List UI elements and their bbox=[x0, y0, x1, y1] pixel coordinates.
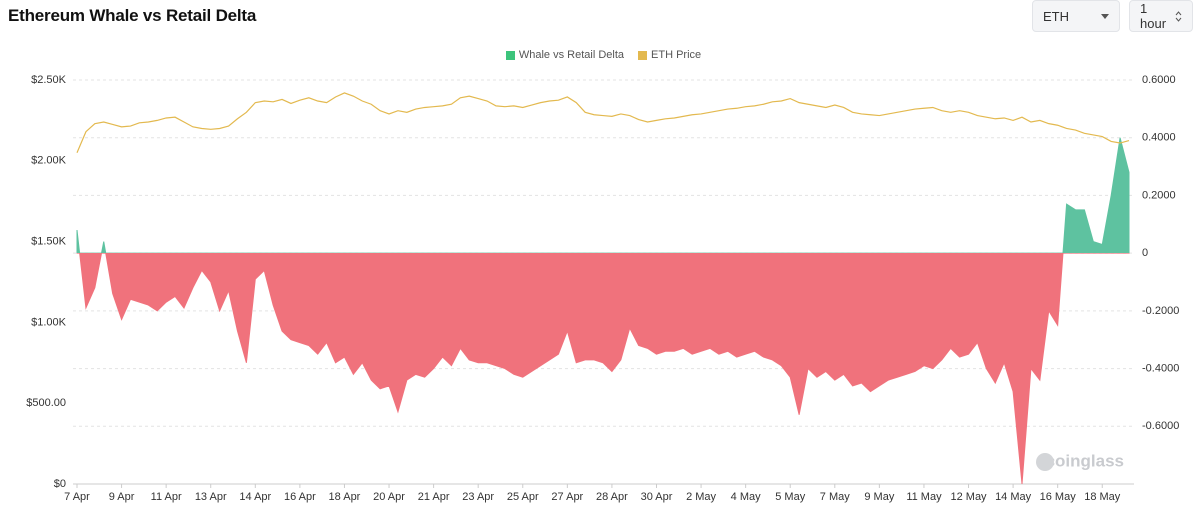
x-tick-label: 11 Apr bbox=[151, 491, 182, 503]
x-tick-label: 27 Apr bbox=[551, 491, 583, 503]
y-tick-label: $1.00K bbox=[31, 316, 67, 328]
y2-tick-label: 0.6000 bbox=[1142, 74, 1176, 86]
watermark: coinglass bbox=[1046, 451, 1124, 470]
legend-label: Whale vs Retail Delta bbox=[518, 49, 625, 61]
x-tick-label: 28 Apr bbox=[596, 491, 628, 503]
chart-title: Ethereum Whale vs Retail Delta bbox=[8, 6, 257, 25]
x-tick-label: 16 May bbox=[1040, 491, 1077, 503]
x-tick-label: 2 May bbox=[686, 491, 716, 503]
legend-swatch bbox=[505, 50, 515, 60]
y2-tick-label: 0.2000 bbox=[1142, 189, 1176, 201]
legend-swatch bbox=[638, 50, 648, 60]
x-tick-label: 7 Apr bbox=[64, 491, 90, 503]
x-tick-label: 25 Apr bbox=[507, 491, 539, 503]
x-tick-label: 18 Apr bbox=[329, 491, 361, 503]
x-tick-label: 12 May bbox=[950, 491, 987, 503]
x-tick-label: 18 May bbox=[1084, 491, 1121, 503]
y-tick-label: $0 bbox=[54, 478, 66, 490]
x-tick-label: 14 May bbox=[995, 491, 1032, 503]
legend-item[interactable]: ETH Price bbox=[638, 49, 701, 61]
x-tick-label: 30 Apr bbox=[641, 491, 673, 503]
x-tick-label: 11 May bbox=[906, 491, 942, 503]
x-tick-label: 16 Apr bbox=[284, 491, 316, 503]
interval-select-value: 1 hour bbox=[1140, 1, 1167, 31]
x-tick-label: 9 Apr bbox=[109, 491, 135, 503]
x-tick-label: 13 Apr bbox=[195, 491, 227, 503]
stepper bbox=[1175, 10, 1182, 22]
y2-tick-label: -0.2000 bbox=[1142, 305, 1179, 317]
interval-select[interactable]: 1 hour bbox=[1129, 0, 1193, 32]
y-tick-label: $1.50K bbox=[31, 236, 67, 248]
x-tick-label: 5 May bbox=[775, 491, 805, 503]
legend-label: ETH Price bbox=[651, 49, 702, 61]
y-tick-label: $2.50K bbox=[31, 74, 67, 86]
y2-tick-label: -0.4000 bbox=[1142, 362, 1179, 374]
coin-select[interactable]: ETH bbox=[1032, 0, 1120, 32]
legend-item[interactable]: Whale vs Retail Delta bbox=[505, 49, 625, 61]
price-line bbox=[76, 92, 1130, 153]
caret bbox=[1101, 13, 1109, 19]
x-tick-label: 14 Apr bbox=[239, 491, 271, 503]
y2-tick-label: 0.4000 bbox=[1142, 132, 1176, 144]
x-tick-label: 20 Apr bbox=[373, 491, 405, 503]
y2-tick-label: 0 bbox=[1142, 247, 1148, 259]
y2-tick-label: -0.6000 bbox=[1142, 420, 1179, 432]
coin-select-value: ETH bbox=[1043, 8, 1069, 24]
x-tick-label: 23 Apr bbox=[462, 491, 494, 503]
x-tick-label: 9 May bbox=[864, 491, 894, 503]
legend: Whale vs Retail Delta ETH Price bbox=[0, 49, 1199, 61]
watermark-icon bbox=[1036, 453, 1054, 471]
y-tick-label: $2.00K bbox=[31, 155, 67, 167]
x-tick-label: 21 Apr bbox=[418, 491, 450, 503]
delta-area bbox=[76, 137, 1130, 485]
x-tick-label: 7 May bbox=[820, 491, 850, 503]
y-tick-label: $500.00 bbox=[26, 397, 66, 409]
x-tick-label: 4 May bbox=[731, 491, 761, 503]
